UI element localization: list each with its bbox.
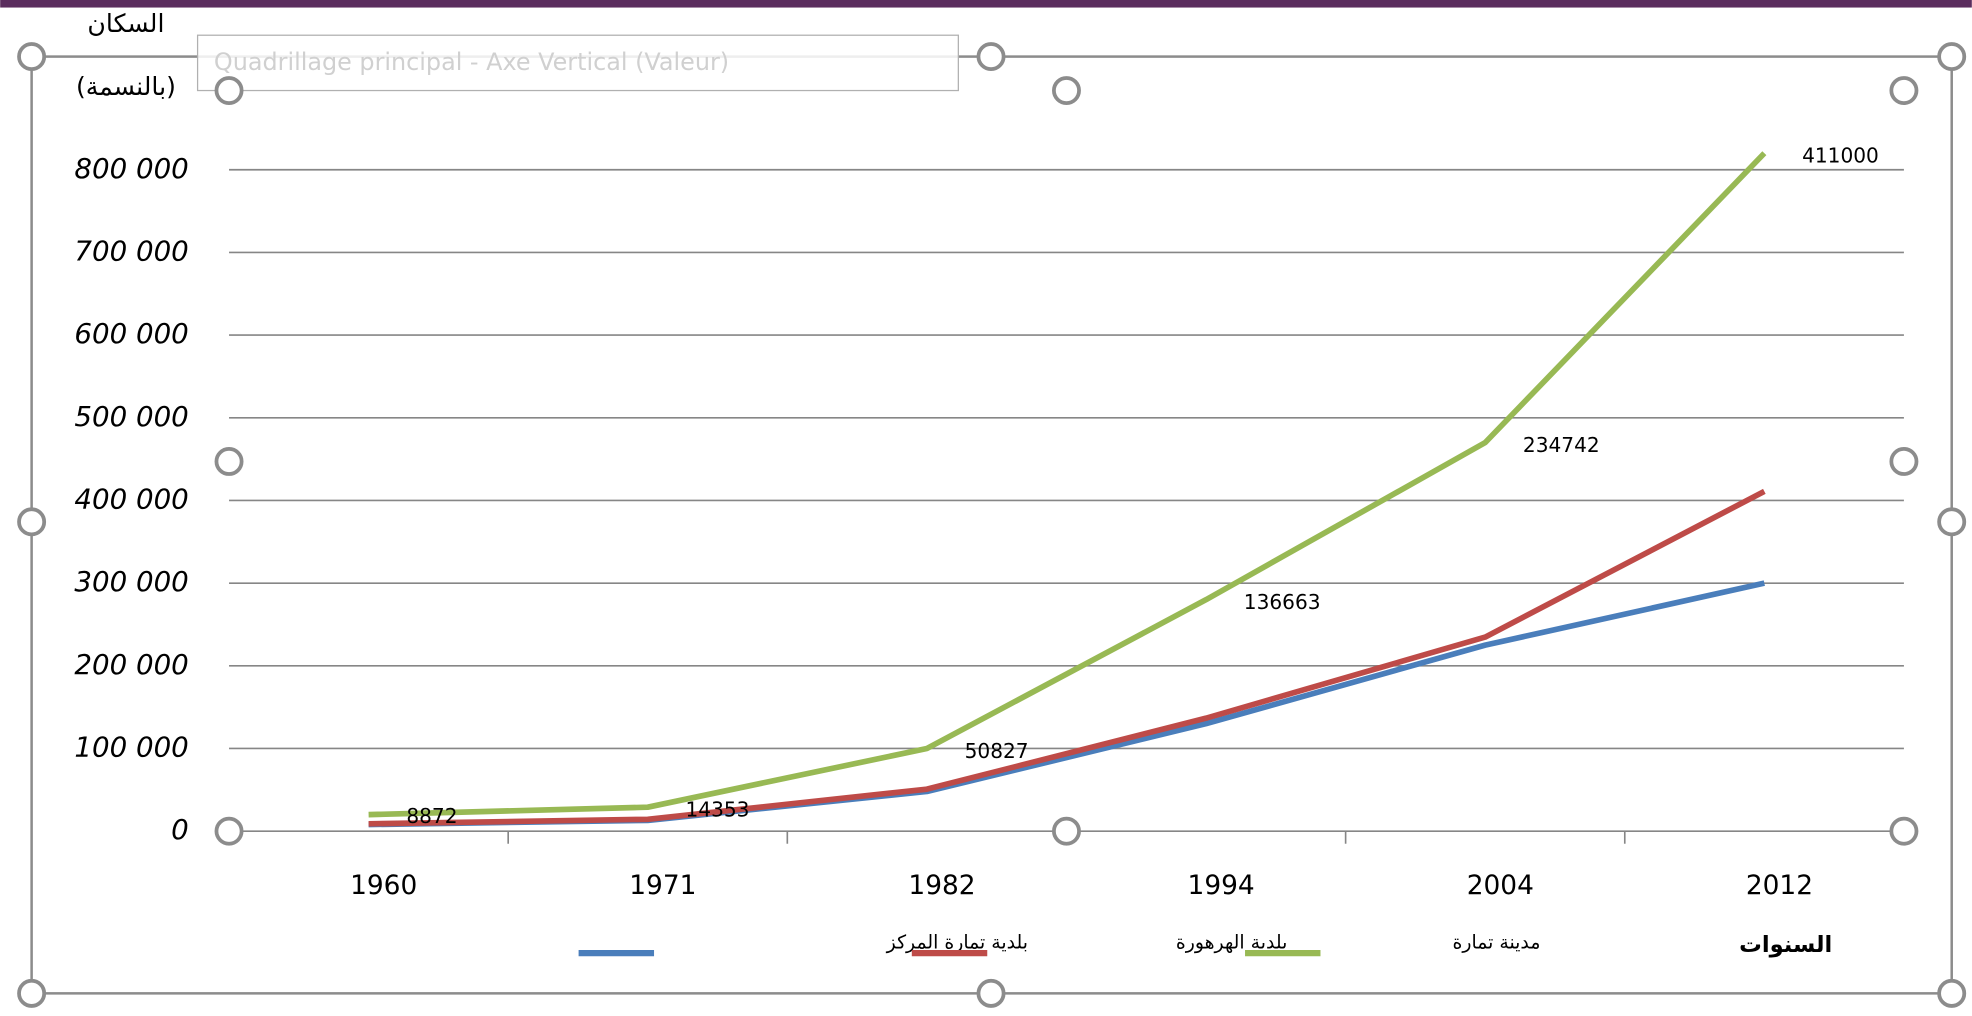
- y-tick-label: 100 000: [74, 730, 188, 763]
- y-tick-label: 700 000: [74, 234, 188, 267]
- resize-handle: [976, 42, 1006, 72]
- x-tick-label: 1982: [908, 870, 975, 901]
- data-label: 411000: [1802, 143, 1879, 167]
- y-tick-label: 200 000: [74, 648, 188, 681]
- resize-handle: [976, 978, 1006, 1008]
- legend-label: بلدية تمارة المركز: [886, 932, 1028, 954]
- resize-handle: [1889, 76, 1919, 105]
- resize-handle: [17, 42, 47, 72]
- x-tick-label: 1994: [1188, 870, 1255, 901]
- y-tick-label: 600 000: [74, 317, 188, 350]
- resize-handle: [17, 507, 47, 537]
- resize-handle: [1889, 816, 1919, 846]
- series-line: [368, 580, 1765, 828]
- resize-handle: [1052, 76, 1081, 105]
- data-label: 234742: [1523, 433, 1600, 457]
- resize-handle: [214, 76, 244, 105]
- legend-label: مدينة تمارة: [1453, 932, 1541, 954]
- data-label: 8872: [406, 804, 457, 828]
- resize-handle: [1889, 447, 1919, 476]
- y-tick-label: 500 000: [74, 400, 188, 433]
- data-label: 50827: [965, 739, 1029, 763]
- resize-handle: [17, 978, 47, 1008]
- x-tick-label: 1960: [350, 870, 417, 901]
- tooltip: Quadrillage principal - Axe Vertical (Va…: [214, 48, 729, 76]
- y-axis-title: (بالنسمة): [76, 72, 176, 101]
- resize-handle: [1937, 507, 1967, 537]
- series-line: [368, 488, 1766, 827]
- data-label: 136663: [1244, 590, 1321, 614]
- plot-layer: 0 100 000 200 000 300 000 400 000 500 000 600 …: [74, 143, 1905, 957]
- x-tick-label: 1971: [629, 870, 696, 901]
- y-tick-label: 400 000: [74, 482, 188, 515]
- chart-frame[interactable]: [30, 55, 1953, 995]
- data-label: 14353: [685, 797, 749, 821]
- x-axis-title: السنوات: [1739, 932, 1832, 958]
- resize-handle: [1052, 816, 1081, 846]
- legend-label: بلدية الهرهورة: [1176, 932, 1288, 954]
- y-tick-label: 800 000: [74, 152, 188, 185]
- resize-handle: [214, 447, 244, 476]
- x-tick-label: 2004: [1467, 870, 1534, 901]
- resize-handle: [214, 816, 244, 846]
- y-tick-label: 0: [171, 813, 189, 846]
- y-tick-label: 300 000: [74, 565, 188, 598]
- series-line: [368, 151, 1767, 818]
- resize-handle: [1937, 978, 1967, 1008]
- tooltip-box: [196, 34, 959, 92]
- top-bar: [0, 0, 1972, 8]
- handles[interactable]: [17, 42, 1967, 1008]
- resize-handle: [1937, 42, 1967, 72]
- y-axis-title: السكان: [87, 9, 164, 38]
- x-tick-label: 2012: [1746, 870, 1813, 901]
